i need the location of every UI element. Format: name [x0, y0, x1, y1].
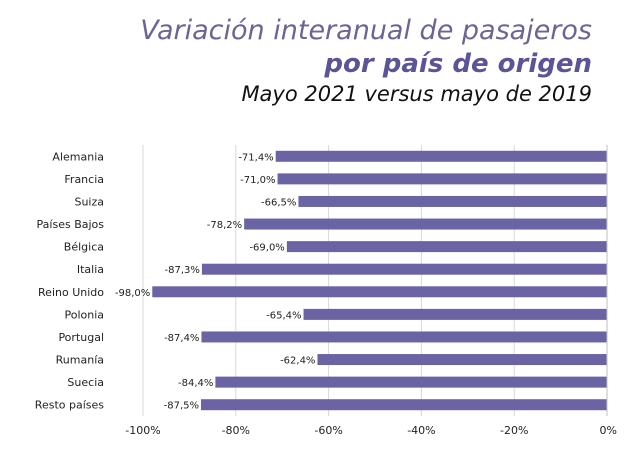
- category-label: Rumanía: [56, 354, 104, 367]
- category-label: Resto países: [35, 399, 104, 412]
- category-label: Reino Unido: [38, 286, 104, 299]
- data-label: -62,4%: [280, 356, 315, 367]
- category-label: Bélgica: [64, 241, 104, 254]
- category-label: Polonia: [64, 308, 104, 321]
- data-label: -66,5%: [261, 197, 296, 208]
- category-label: Portugal: [58, 331, 104, 344]
- data-label: -65,4%: [266, 310, 301, 321]
- bar: [152, 286, 607, 298]
- category-label: Alemania: [52, 150, 104, 163]
- category-label: Países Bajos: [37, 218, 105, 231]
- category-label: Suiza: [74, 195, 104, 208]
- chart-subtitle: por país de origen: [324, 49, 592, 79]
- x-tick-label: -20%: [500, 424, 528, 437]
- x-tick-label: -80%: [222, 424, 250, 437]
- x-tick-label: -100%: [125, 424, 160, 437]
- bar: [298, 195, 607, 207]
- bar: [215, 376, 607, 388]
- data-label: -69,0%: [249, 243, 284, 254]
- chart-titles: Variación interanual de pasajeros por pa…: [140, 14, 592, 108]
- category-label: Suecia: [67, 376, 104, 389]
- data-label: -71,0%: [240, 175, 275, 186]
- category-label: Francia: [64, 173, 104, 186]
- bar: [244, 218, 608, 230]
- bar: [317, 354, 607, 366]
- chart-title: Variación interanual de pasajeros: [140, 15, 592, 46]
- bar: [275, 150, 607, 162]
- bar: [303, 308, 607, 320]
- bar: [286, 241, 607, 253]
- x-tick-label: -60%: [314, 424, 342, 437]
- x-tick-label: 0%: [600, 424, 617, 437]
- bar: [277, 173, 607, 185]
- data-label: -98,0%: [115, 288, 150, 299]
- data-label: -87,5%: [164, 401, 199, 412]
- category-label: Italia: [77, 263, 104, 276]
- bar: [201, 263, 608, 275]
- data-label: -71,4%: [238, 152, 273, 163]
- data-label: -87,3%: [165, 265, 200, 276]
- data-label: -87,4%: [164, 333, 199, 344]
- data-label: -84,4%: [178, 378, 213, 389]
- chart-subtitle-period: Mayo 2021 versus mayo de 2019: [241, 82, 592, 106]
- data-label: -78,2%: [207, 220, 242, 231]
- bar: [201, 331, 608, 343]
- x-tick-label: -40%: [407, 424, 435, 437]
- bar: [201, 399, 607, 411]
